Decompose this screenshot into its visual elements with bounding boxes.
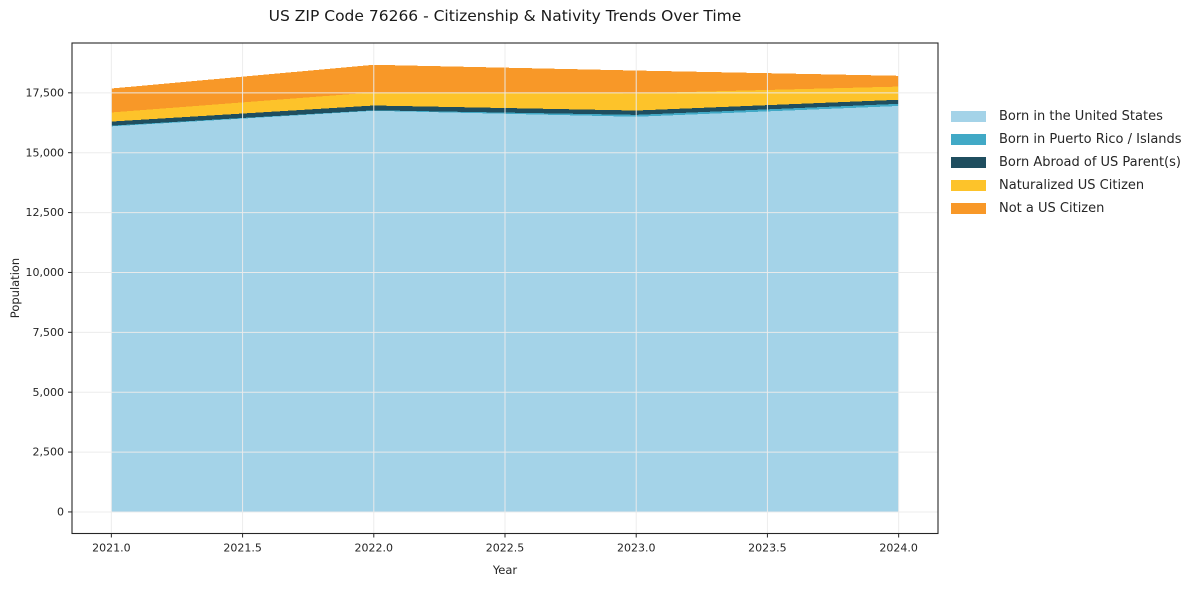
legend-swatch-icon [951, 157, 986, 168]
area-born-abroad-of-us-parent-s [111, 99, 899, 126]
legend-label: Born Abroad of US Parent(s) [999, 155, 1181, 170]
legend-swatch-icon [951, 203, 986, 214]
tick-marks [68, 92, 900, 538]
x-tick-label: 2023.0 [617, 542, 656, 555]
x-tick-label: 2021.5 [223, 542, 262, 555]
y-axis-label: Population [8, 257, 22, 319]
legend-item-naturalized-us-citizen: Naturalized US Citizen [951, 174, 1182, 197]
y-tick-label: 5,000 [33, 386, 65, 399]
y-tick-label: 17,500 [26, 86, 65, 99]
legend-item-born-in-puerto-rico-islands: Born in Puerto Rico / Islands [951, 128, 1182, 151]
legend-swatch-icon [951, 134, 986, 145]
legend-label: Naturalized US Citizen [999, 178, 1145, 193]
legend-label: Born in Puerto Rico / Islands [999, 132, 1182, 147]
x-tick-label: 2023.5 [748, 542, 787, 555]
legend-item-born-abroad-of-us-parent-s: Born Abroad of US Parent(s) [951, 151, 1182, 174]
legend-swatch-icon [951, 180, 986, 191]
x-tick-label: 2024.0 [879, 542, 918, 555]
y-tick-label: 15,000 [26, 146, 65, 159]
chart-title: US ZIP Code 76266 - Citizenship & Nativi… [268, 7, 742, 25]
y-tick-label: 10,000 [26, 266, 65, 279]
y-tick-label: 7,500 [33, 326, 65, 339]
legend: Born in the United States Born in Puerto … [951, 105, 1182, 220]
x-tick-label: 2022.5 [486, 542, 525, 555]
legend-item-not-a-us-citizen: Not a US Citizen [951, 197, 1182, 220]
gridlines [72, 43, 938, 534]
legend-swatch-icon [951, 111, 986, 122]
x-tick-label: 2021.0 [92, 542, 131, 555]
x-axis-label: Year [492, 563, 518, 577]
y-tick-label: 2,500 [33, 446, 65, 459]
legend-label: Not a US Citizen [999, 201, 1105, 216]
legend-item-born-in-the-united-states: Born in the United States [951, 105, 1182, 128]
y-tick-label: 0 [57, 506, 64, 519]
legend-label: Born in the United States [999, 109, 1163, 124]
y-tick-label: 12,500 [26, 206, 65, 219]
x-tick-label: 2022.0 [355, 542, 394, 555]
